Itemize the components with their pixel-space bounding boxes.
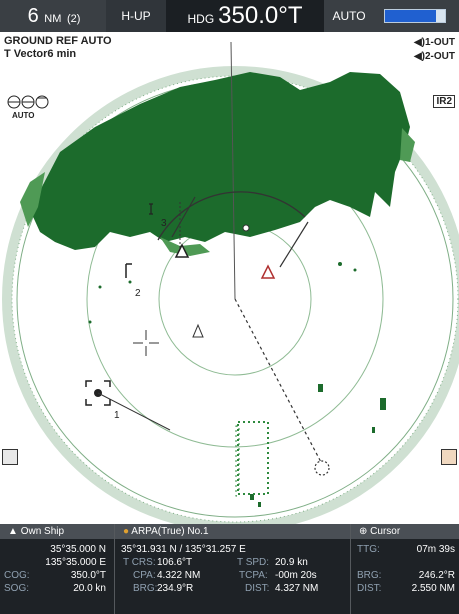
cpa-label: CPA: (133, 570, 156, 581)
bearing-ticks (11, 75, 459, 523)
cpa-value: 4.322 NM (157, 570, 201, 581)
target-1[interactable]: 1 (85, 380, 171, 431)
cog-value: 350.0°T (70, 570, 106, 581)
tcrs-value: 106.6°T (157, 557, 193, 568)
vector-label: T Vector6 min (4, 48, 77, 60)
speaker-icon: ◀) (413, 51, 425, 62)
target-symbol-red[interactable] (260, 264, 276, 279)
speaker-icon: ◀) (413, 37, 425, 48)
cursor-dist-label: DIST: (357, 583, 382, 594)
cursor-dist-value: 2.550 NM (411, 583, 455, 594)
tcpa-label: TCPA: (239, 570, 268, 581)
auto-label: AUTO (12, 111, 35, 120)
arpa-header: ● ARPA(True) No.1 (115, 524, 350, 539)
tcpa-value: -00m 20s (275, 570, 317, 581)
sog-label: SOG: (4, 583, 30, 594)
heading-display: HDG 350.0°T (166, 0, 324, 32)
cursor-brg-value: 246.2°R (418, 570, 455, 581)
cursor-marker[interactable] (314, 460, 330, 476)
tspd-label: T SPD: (237, 557, 270, 568)
heading-value: 350.0°T (218, 2, 303, 29)
sog-value: 20.0 kn (73, 583, 106, 594)
top-status-bar: 6 NM (2) H-UP HDG 350.0°T AUTO (0, 0, 459, 32)
gain-bar[interactable] (384, 9, 446, 23)
cog-label: COG: (4, 570, 30, 581)
cross-cursor[interactable] (133, 330, 159, 356)
status-icons[interactable] (7, 95, 49, 109)
target-2[interactable]: 2 (125, 263, 141, 299)
tspd-value: 20.9 kn (275, 557, 308, 568)
ir-indicator[interactable]: IR2 (433, 95, 455, 108)
land-echo (20, 72, 415, 507)
info-panel: ▲ Own Ship 35°35.000 N 135°35.000 E COG:… (0, 524, 459, 614)
own-ship-lon: 135°35.000 E (45, 557, 106, 568)
echo-trail (235, 421, 269, 497)
target-icon: ● (123, 526, 132, 537)
arpa-panel[interactable]: ● ARPA(True) No.1 35°31.931 N / 135°31.2… (115, 524, 351, 614)
orientation-mode-button[interactable]: H-UP (106, 0, 166, 32)
target-1-label: 1 (114, 410, 120, 421)
own-ship-lat: 35°35.000 N (50, 544, 106, 555)
range-unit: NM (44, 13, 62, 25)
output-2[interactable]: ◀)2-OUT (413, 51, 455, 62)
target-vector-right (279, 221, 309, 268)
triangle-icon: ▲ (8, 526, 21, 537)
gain-mode-button[interactable]: AUTO (332, 9, 366, 23)
left-side-icon[interactable] (2, 449, 18, 465)
bearing-scale-ring (2, 66, 459, 524)
arpa-position: 35°31.931 N / 135°31.257 E (121, 544, 246, 555)
target-3-symbol[interactable] (174, 243, 190, 258)
range-count: (2) (66, 13, 81, 25)
output-1[interactable]: ◀)1-OUT (413, 37, 455, 48)
arpa-dist-label: DIST: (245, 583, 270, 594)
range-value: 6 (27, 5, 39, 27)
arpa-brg-label: BRG: (133, 583, 158, 594)
arpa-brg-value: 234.9°R (157, 583, 194, 594)
cursor-ebl-line (234, 298, 323, 465)
right-side-icon[interactable] (441, 449, 457, 465)
cursor-icon: ⊕ (359, 526, 371, 537)
ttg-value: 07m 39s (416, 544, 455, 555)
ground-ref-label: GROUND REF AUTO (4, 35, 112, 47)
target-2-label: 2 (135, 288, 141, 299)
target-3-vector (171, 196, 196, 238)
ttg-label: TTG: (357, 544, 380, 555)
radar-display[interactable]: 1 2 3 (0, 32, 459, 524)
own-ship-header: ▲ Own Ship (0, 524, 114, 539)
heading-line (230, 41, 236, 300)
heading-prefix: HDG (187, 12, 215, 26)
target-3-label: 3 (161, 218, 167, 229)
own-ship-symbol (192, 323, 204, 338)
arpa-dist-value: 4.327 NM (275, 583, 319, 594)
own-ship-panel[interactable]: ▲ Own Ship 35°35.000 N 135°35.000 E COG:… (0, 524, 115, 614)
cursor-header: ⊕ Cursor (351, 524, 459, 539)
cursor-panel[interactable]: ⊕ Cursor TTG: 07m 39s BRG: 246.2°R DIST:… (351, 524, 459, 614)
tcrs-label: T CRS: (123, 557, 156, 568)
target-small[interactable] (242, 224, 250, 232)
range-display[interactable]: 6 NM (2) (2, 0, 106, 32)
vrm-arc (157, 191, 306, 241)
target-3-bracket (149, 203, 153, 215)
cursor-brg-label: BRG: (357, 570, 382, 581)
